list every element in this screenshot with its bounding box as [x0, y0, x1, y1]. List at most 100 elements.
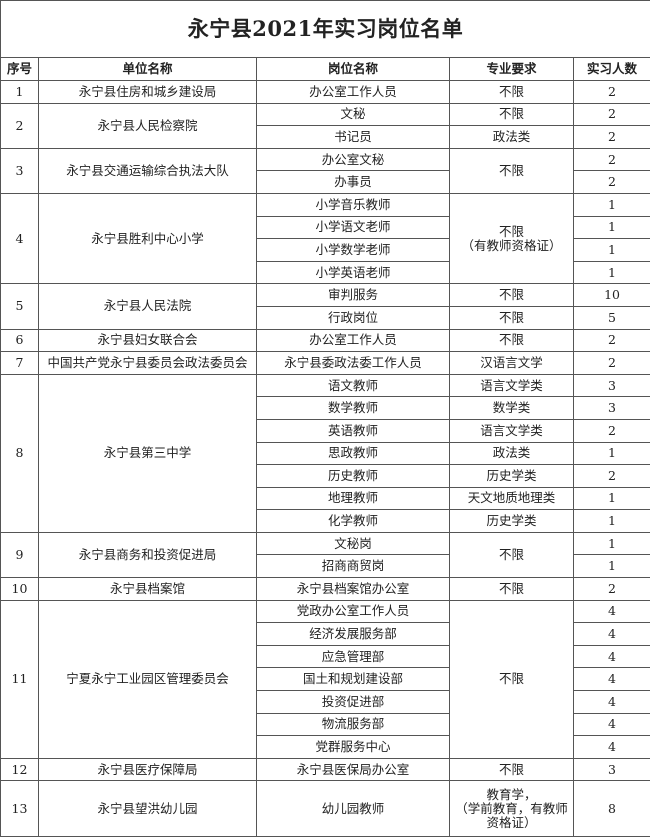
table-row: 3 永宁县交通运输综合执法大队 办公室文秘 不限 2 [0, 147, 650, 194]
table-row: 小学英语老师 1 [1, 260, 650, 285]
intern-count-cell: 2 [572, 577, 650, 601]
major-requirement-cell: 不限 [449, 577, 574, 601]
intern-count-cell: 3 [572, 373, 650, 398]
seq-cell: 10 [0, 577, 39, 601]
intern-count-cell: 2 [572, 328, 650, 353]
major-requirement-cell: 教育学， （学前教育，有教师 资格证） [449, 780, 574, 837]
unit-name-cell: 永宁县档案馆 [38, 577, 257, 601]
position-name-cell: 地理教师 [256, 486, 450, 511]
table-row: 5 永宁县人民法院 审判服务 不限 10 [0, 283, 650, 330]
header-position: 岗位名称 [256, 57, 450, 81]
position-name-cell: 办公室工作人员 [256, 80, 450, 104]
seq-cell: 7 [0, 351, 39, 375]
header-unit: 单位名称 [38, 57, 257, 81]
intern-count-cell: 2 [572, 80, 650, 104]
unit-name-cell: 永宁县望洪幼儿园 [38, 780, 257, 837]
major-requirement-cell: 天文地质地理类 [449, 486, 574, 511]
seq-cell: 13 [0, 780, 39, 837]
major-requirement-cell: 语言文学类 [449, 373, 574, 398]
position-name-cell: 经济发展服务部 [256, 622, 450, 646]
table-row: 应急管理部 4 [1, 644, 650, 669]
unit-name-cell: 永宁县妇女联合会 [38, 328, 257, 353]
intern-count-cell: 2 [572, 147, 650, 172]
position-name-cell: 招商商贸岗 [256, 554, 450, 579]
intern-count-cell: 1 [572, 192, 650, 217]
position-name-cell: 文秘 [256, 102, 450, 127]
seq-cell: 11 [0, 599, 39, 759]
position-name-cell: 永宁县委政法委工作人员 [256, 351, 450, 375]
position-name-cell: 思政教师 [256, 441, 450, 466]
intern-count-cell: 1 [572, 486, 650, 511]
major-requirement-cell: 不限 [449, 283, 574, 307]
position-name-cell: 文秘岗 [256, 531, 450, 556]
table-row: 历史教师 历史学类 2 [1, 464, 650, 488]
position-name-cell: 书记员 [256, 125, 450, 149]
position-name-cell: 党政办公室工作人员 [256, 599, 450, 624]
unit-name-cell: 中国共产党永宁县委员会政法委员会 [38, 351, 257, 375]
position-name-cell: 小学数学老师 [256, 238, 450, 262]
intern-count-cell: 2 [572, 125, 650, 149]
intern-count-cell: 2 [572, 170, 650, 194]
intern-count-cell: 5 [572, 305, 650, 330]
intern-count-cell: 2 [572, 351, 650, 375]
seq-cell: 4 [0, 192, 39, 285]
major-requirement-cell: 数学类 [449, 396, 574, 420]
position-name-cell: 投资促进部 [256, 690, 450, 714]
position-name-cell: 办公室文秘 [256, 147, 450, 172]
position-name-cell: 语文教师 [256, 373, 450, 398]
position-name-cell: 化学教师 [256, 509, 450, 533]
position-name-cell: 幼儿园教师 [256, 780, 450, 837]
major-requirement-cell: 历史学类 [449, 464, 574, 488]
seq-cell: 1 [0, 80, 39, 104]
header-seq: 序号 [0, 57, 39, 81]
intern-count-cell: 1 [572, 260, 650, 285]
table-row: 7 中国共产党永宁县委员会政法委员会 永宁县委政法委工作人员 汉语言文学 2 [0, 351, 650, 375]
major-requirement-cell: 不限 [449, 599, 574, 759]
table-row: 2 永宁县人民检察院 文秘 不限 2 [0, 102, 650, 149]
major-requirement-cell: 不限 [449, 531, 574, 579]
table-row: 行政岗位 不限 5 [1, 305, 650, 330]
intern-count-cell: 4 [572, 599, 650, 624]
seq-cell: 5 [0, 283, 39, 330]
table-row: 10 永宁县档案馆 永宁县档案馆办公室 不限 2 [0, 577, 650, 601]
intern-count-cell: 8 [572, 780, 650, 837]
position-name-cell: 办公室工作人员 [256, 328, 450, 353]
seq-cell: 3 [0, 147, 39, 194]
intern-count-cell: 10 [572, 283, 650, 307]
unit-name-cell: 永宁县医疗保障局 [38, 757, 257, 782]
intern-count-cell: 2 [572, 418, 650, 443]
intern-count-cell: 4 [572, 644, 650, 669]
table-row: 数学教师 数学类 3 [1, 396, 650, 420]
table-row: 11 宁夏永宁工业园区管理委员会 党政办公室工作人员 不限 4 [0, 599, 650, 759]
header-major: 专业要求 [449, 57, 574, 81]
intern-count-cell: 2 [572, 102, 650, 127]
position-name-cell: 行政岗位 [256, 305, 450, 330]
position-name-cell: 小学音乐教师 [256, 192, 450, 217]
position-name-cell: 英语教师 [256, 418, 450, 443]
intern-count-cell: 1 [572, 215, 650, 240]
table-row: 8 永宁县第三中学 语文教师 语言文学类 3 [0, 373, 650, 533]
major-requirement-cell: 不限 [449, 328, 574, 353]
position-name-cell: 小学英语老师 [256, 260, 450, 285]
major-requirement-cell: 不限 [449, 757, 574, 782]
position-name-cell: 党群服务中心 [256, 735, 450, 759]
unit-name-cell: 永宁县胜利中心小学 [38, 192, 257, 285]
unit-name-cell: 永宁县人民检察院 [38, 102, 257, 149]
position-name-cell: 审判服务 [256, 283, 450, 307]
table-row: 6 永宁县妇女联合会 办公室工作人员 不限 2 [0, 328, 650, 353]
intern-count-cell: 1 [572, 531, 650, 556]
position-name-cell: 小学语文老师 [256, 215, 450, 240]
seq-cell: 2 [0, 102, 39, 149]
table-row: 9 永宁县商务和投资促进局 文秘岗 不限 1 [0, 531, 650, 579]
major-requirement-cell: 不限 （有教师资格证） [449, 192, 574, 285]
unit-name-cell: 永宁县住房和城乡建设局 [38, 80, 257, 104]
major-requirement-cell: 政法类 [449, 125, 574, 149]
table-body: 1 永宁县住房和城乡建设局 办公室工作人员 不限 2 2 永宁县人民检察院 文秘 不限 2 书记员政… [0, 80, 650, 837]
position-name-cell: 物流服务部 [256, 712, 450, 737]
intern-count-cell: 4 [572, 622, 650, 646]
intern-count-cell: 4 [572, 735, 650, 759]
major-requirement-cell: 不限 [449, 147, 574, 194]
position-name-cell: 国土和规划建设部 [256, 667, 450, 692]
position-name-cell: 永宁县医保局办公室 [256, 757, 450, 782]
seq-cell: 9 [0, 531, 39, 579]
